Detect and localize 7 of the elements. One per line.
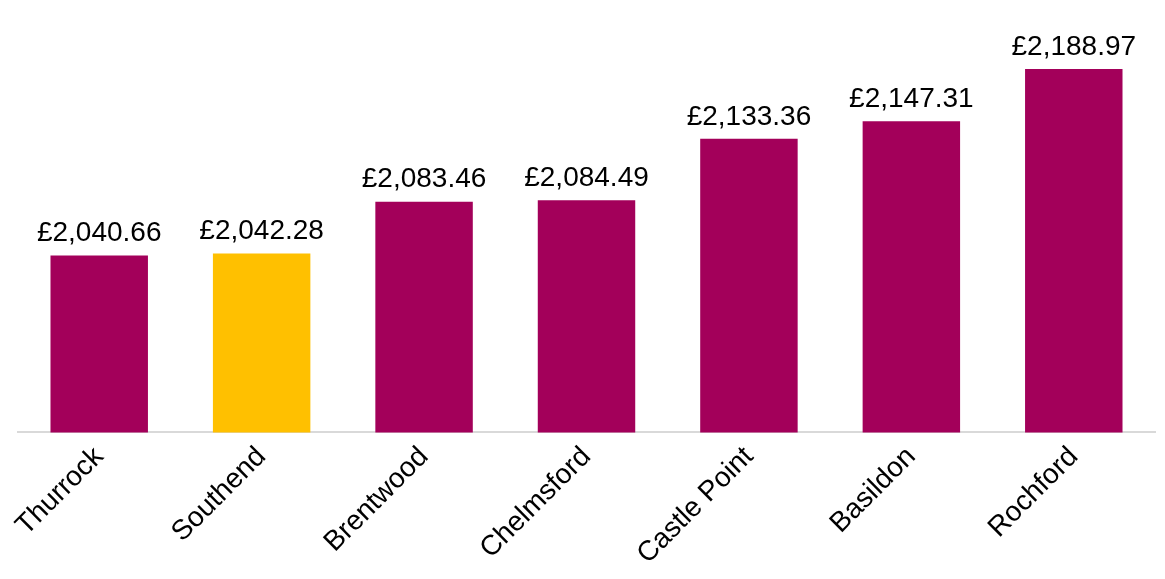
data-label: £2,040.66 [36,216,162,248]
data-label: £2,083.46 [361,162,487,194]
data-label: £2,147.31 [849,82,974,114]
data-label: £2,133.36 [686,99,812,131]
data-label: £2,084.49 [524,161,649,193]
data-label: £2,042.28 [199,214,324,246]
data-label: £2,188.97 [1011,29,1137,61]
